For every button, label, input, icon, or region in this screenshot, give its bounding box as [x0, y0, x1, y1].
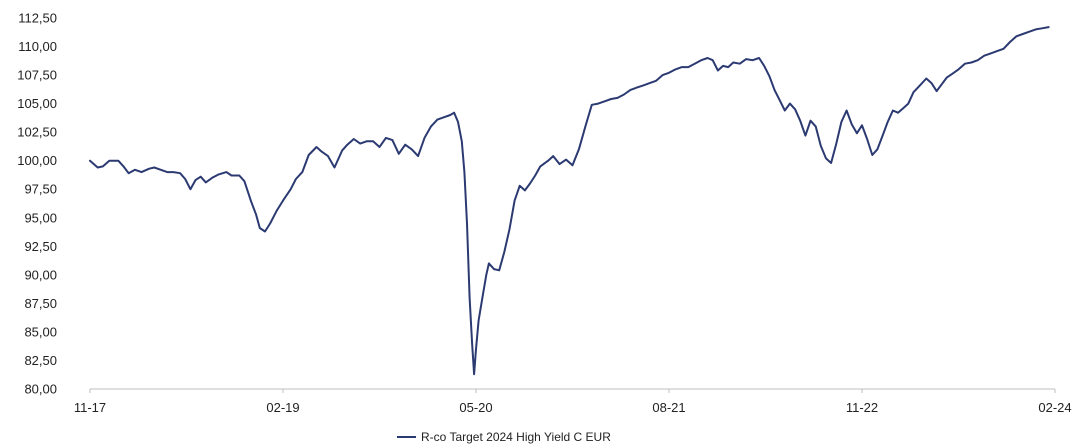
x-axis: 11-17 02-19 05-20 08-21 11-22 02-24: [74, 389, 1072, 415]
legend: R-co Target 2024 High Yield C EUR: [397, 430, 611, 444]
y-tick-label: 82,50: [24, 353, 57, 368]
y-tick-label: 92,50: [24, 239, 57, 254]
x-tick-label: 08-21: [652, 400, 685, 415]
x-tick-label: 02-19: [266, 400, 299, 415]
y-tick-label: 80,00: [24, 382, 57, 397]
y-tick-label: 112,50: [18, 11, 57, 26]
y-tick-label: 95,00: [24, 210, 57, 225]
y-tick-label: 85,00: [24, 324, 57, 339]
x-tick-label: 11-22: [846, 400, 878, 415]
y-tick-label: 105,00: [17, 96, 57, 111]
x-tick-label: 11-17: [74, 400, 106, 415]
y-tick-label: 110,00: [18, 39, 57, 54]
y-tick-label: 100,00: [17, 153, 57, 168]
y-tick-label: 87,50: [24, 296, 57, 311]
y-axis: 80,00 82,50 85,00 87,50 90,00 92,50 95,00 97,50…: [17, 11, 57, 397]
series-line: [89, 26, 1050, 376]
x-tick-label: 02-24: [1038, 400, 1071, 415]
x-tick-label: 05-20: [459, 400, 492, 415]
y-tick-label: 102,50: [17, 125, 57, 140]
y-tick-label: 107,50: [17, 68, 57, 83]
legend-label: R-co Target 2024 High Yield C EUR: [421, 430, 611, 444]
y-tick-label: 97,50: [24, 182, 57, 197]
y-tick-label: 90,00: [24, 267, 57, 282]
